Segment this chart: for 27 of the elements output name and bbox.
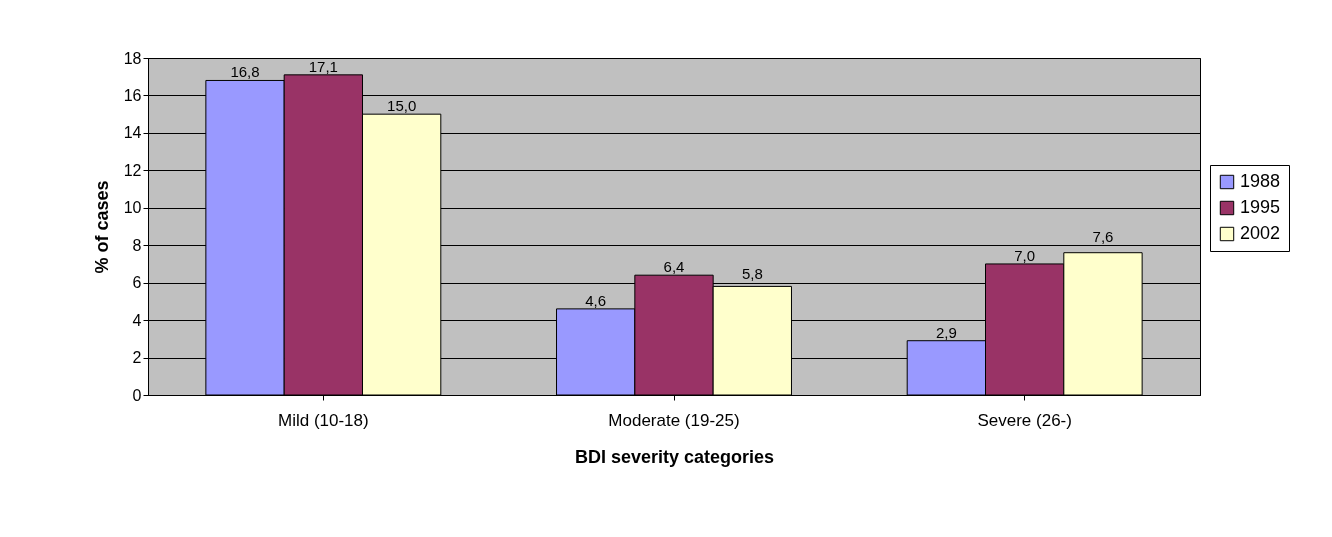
y-tick-label: 6 (132, 274, 142, 292)
y-tick-label: 14 (123, 124, 142, 142)
x-tick-label: Moderate (19-25) (608, 410, 740, 430)
x-tick-label: Severe (26-) (977, 410, 1072, 430)
data-label: 6,4 (663, 258, 685, 276)
y-tick-label: 18 (123, 49, 142, 67)
data-label: 2,9 (935, 323, 957, 341)
data-label: 15,0 (387, 97, 417, 115)
data-label: 17,1 (308, 57, 338, 75)
y-axis-title: % of cases (91, 180, 112, 274)
data-label: 7,6 (1092, 227, 1114, 245)
x-tick-label: Mild (10-18) (277, 410, 369, 430)
legend-label: 2002 (1240, 223, 1281, 243)
y-tick-label: 4 (132, 311, 142, 329)
y-tick-label: 10 (123, 199, 142, 217)
legend-label: 1988 (1240, 171, 1281, 191)
y-tick-label: 0 (132, 386, 142, 404)
x-axis-title: BDI severity categories (574, 446, 775, 467)
y-tick-label: 8 (132, 236, 142, 254)
y-tick-label: 2 (132, 349, 142, 367)
legend-label: 1995 (1240, 197, 1281, 217)
data-label: 4,6 (585, 291, 607, 309)
data-label: 7,0 (1014, 246, 1036, 264)
data-label: 16,8 (230, 63, 260, 81)
y-tick-label: 16 (123, 86, 142, 104)
y-tick-label: 12 (123, 161, 142, 179)
data-label: 5,8 (741, 265, 763, 283)
